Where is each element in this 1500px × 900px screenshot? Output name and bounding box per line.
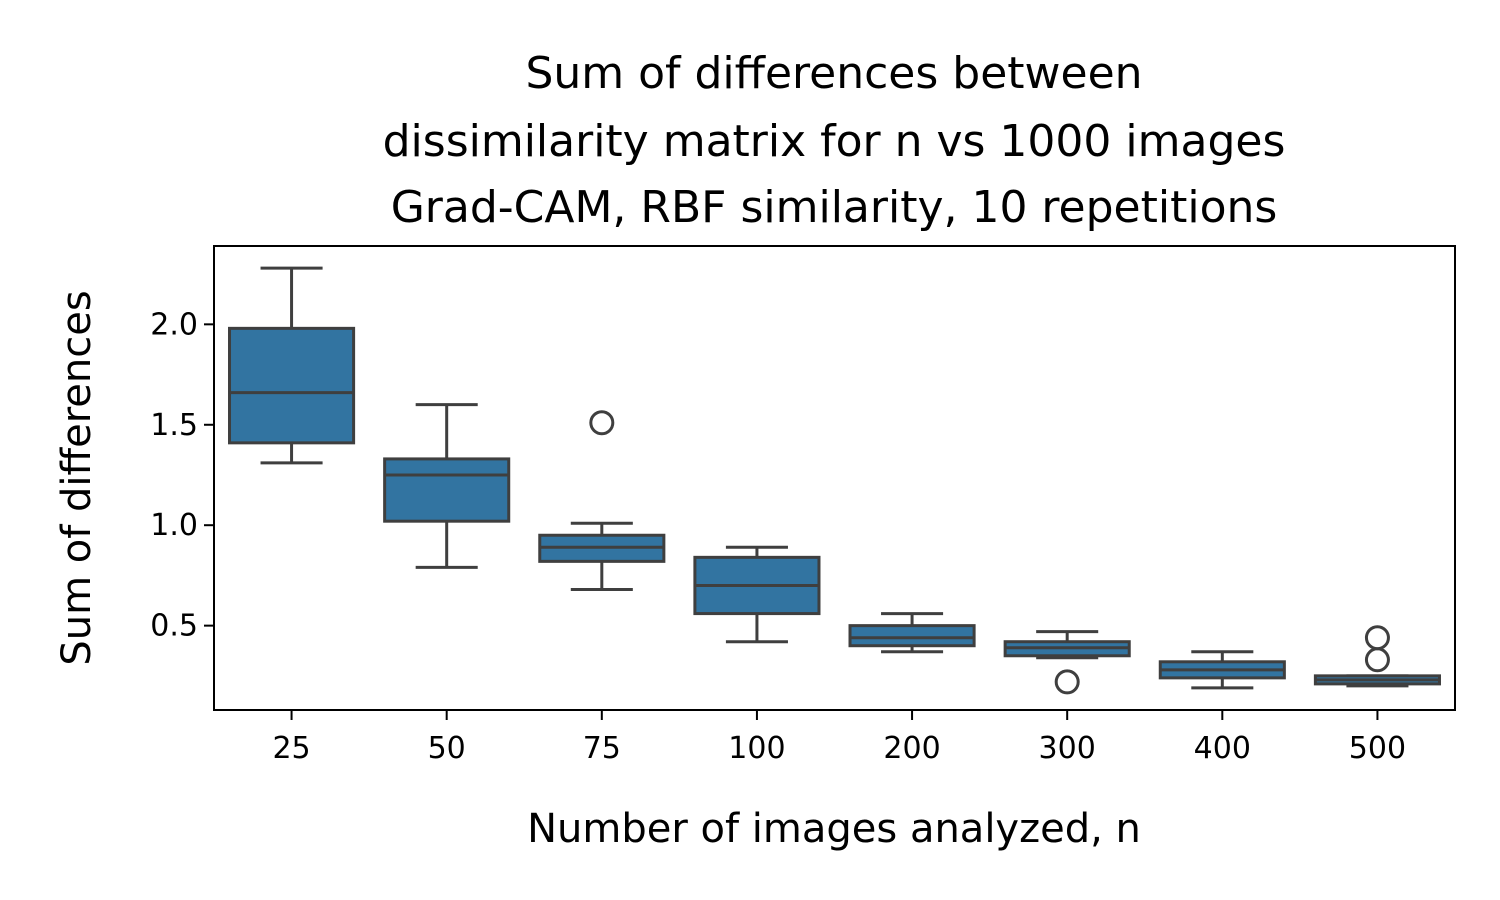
y-tick-label: 1.5 <box>150 408 198 443</box>
x-tick-label: 500 <box>1349 731 1406 766</box>
x-tick-label: 200 <box>883 731 940 766</box>
plot-frame <box>213 245 1456 711</box>
x-tick-label: 25 <box>272 731 310 766</box>
x-tick-label: 75 <box>583 731 621 766</box>
y-tick-label: 2.0 <box>150 307 198 342</box>
outlier-point <box>1054 669 1080 695</box>
y-tick-label: 1.0 <box>150 508 198 543</box>
chart-title-line-3: Grad-CAM, RBF similarity, 10 repetitions <box>391 182 1278 233</box>
y-axis-label: Sum of differences <box>54 290 100 665</box>
outlier-point <box>1364 647 1390 673</box>
x-tick-label: 300 <box>1039 731 1096 766</box>
chart-title-line-2: dissimilarity matrix for n vs 1000 image… <box>383 116 1286 167</box>
x-tick-label: 400 <box>1194 731 1251 766</box>
chart-title-line-1: Sum of differences between <box>525 48 1142 99</box>
box-iqr <box>228 326 356 445</box>
box-iqr <box>383 457 511 523</box>
outlier-point <box>589 410 615 436</box>
y-tick-label: 0.5 <box>150 609 198 644</box>
plot-area: 0.5 1.0 1.5 2.0 25 50 75 100 200 300 400 500 <box>150 266 1441 766</box>
outlier-point <box>1364 625 1390 651</box>
x-tick-label: 100 <box>728 731 785 766</box>
x-tick-label: 50 <box>428 731 466 766</box>
x-axis-label: Number of images analyzed, n <box>527 806 1141 852</box>
box-iqr <box>848 624 976 648</box>
